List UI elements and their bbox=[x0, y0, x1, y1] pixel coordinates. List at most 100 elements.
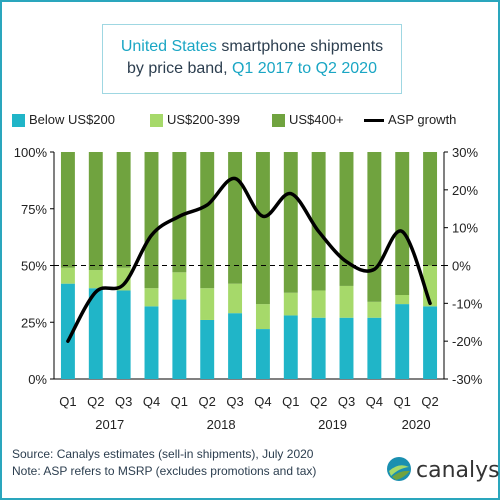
x-tick-label: Q3 bbox=[115, 394, 132, 409]
y-left-tick-label: 50% bbox=[21, 259, 47, 274]
logo-wordmark: canalys bbox=[416, 458, 500, 483]
bar-below-200 bbox=[423, 306, 438, 379]
y-right-tick-label: 20% bbox=[452, 183, 478, 198]
bar-below-200 bbox=[339, 317, 354, 379]
bar-400-plus bbox=[116, 152, 131, 268]
y-right-tick-label: -10% bbox=[452, 296, 483, 311]
bar-400-plus bbox=[255, 152, 270, 305]
bar-400-plus bbox=[172, 152, 187, 273]
x-tick-label: Q1 bbox=[394, 394, 411, 409]
legend-item-400-plus: US$400+ bbox=[272, 110, 344, 130]
bar-400-plus bbox=[60, 152, 75, 268]
source-note: Source: Canalys estimates (sell-in shipm… bbox=[12, 447, 314, 461]
bar-below-200 bbox=[255, 329, 270, 379]
bar-400-plus bbox=[228, 152, 243, 284]
title-box: United States smartphone shipments by pr… bbox=[102, 24, 402, 94]
x-tick-label: Q1 bbox=[282, 394, 299, 409]
legend-item-200-399: US$200-399 bbox=[150, 110, 240, 130]
title-line-2: by price band, Q1 2017 to Q2 2020 bbox=[103, 58, 401, 80]
asp-note: Note: ASP refers to MSRP (excludes promo… bbox=[12, 464, 317, 478]
bar-200-399 bbox=[255, 304, 270, 330]
bar-below-200 bbox=[367, 317, 382, 379]
bar-below-200 bbox=[88, 288, 103, 379]
bar-below-200 bbox=[311, 317, 326, 379]
title-accent-2: Q1 2017 to Q2 2020 bbox=[231, 60, 377, 77]
bar-200-399 bbox=[367, 301, 382, 318]
bar-400-plus bbox=[339, 152, 354, 286]
x-tick-label: Q4 bbox=[143, 394, 160, 409]
bar-400-plus bbox=[367, 152, 382, 302]
x-tick-label: Q3 bbox=[338, 394, 355, 409]
legend-item-below-200: Below US$200 bbox=[12, 110, 115, 130]
stacked-bar-line-chart: 0% 25% 50% 75% 100% -30% -20% -10% 0% 10% 20% 30% Q1… bbox=[14, 145, 483, 432]
x-year-label: 2017 bbox=[95, 417, 124, 432]
bar-200-399 bbox=[60, 267, 75, 284]
x-tick-label: Q1 bbox=[59, 394, 76, 409]
y-right-tick-label: -20% bbox=[452, 334, 483, 349]
x-year-label: 2018 bbox=[207, 417, 236, 432]
legend-swatch-400-plus bbox=[272, 114, 285, 128]
legend-label-asp-growth: ASP growth bbox=[388, 112, 457, 127]
bar-400-plus bbox=[88, 152, 103, 271]
x-year-label: 2019 bbox=[318, 417, 347, 432]
bar-200-399 bbox=[88, 270, 103, 289]
canalys-logo: canalys bbox=[386, 454, 500, 488]
x-tick-label: Q2 bbox=[199, 394, 216, 409]
bar-200-399 bbox=[172, 272, 187, 300]
y-left-tick-label: 100% bbox=[14, 145, 48, 160]
title-rest-1: smartphone shipments bbox=[216, 38, 384, 55]
y-right-tick-label: -30% bbox=[452, 372, 483, 387]
bar-200-399 bbox=[228, 283, 243, 314]
title-rest-2: by price band, bbox=[127, 60, 232, 77]
legend: Below US$200 US$200-399 US$400+ ASP grow… bbox=[12, 110, 492, 132]
x-tick-label: Q2 bbox=[310, 394, 327, 409]
bar-400-plus bbox=[423, 152, 438, 266]
bar-below-200 bbox=[200, 319, 215, 379]
x-tick-label: Q4 bbox=[366, 394, 383, 409]
bar-200-399 bbox=[144, 288, 159, 307]
bar-400-plus bbox=[283, 152, 298, 293]
title-line-1: United States smartphone shipments bbox=[103, 36, 401, 58]
bar-200-399 bbox=[200, 288, 215, 320]
bar-200-399 bbox=[395, 295, 410, 305]
bar-below-200 bbox=[395, 304, 410, 379]
legend-line-asp-growth bbox=[364, 119, 384, 123]
bar-below-200 bbox=[60, 283, 75, 379]
y-left-tick-label: 0% bbox=[28, 372, 47, 387]
bar-400-plus bbox=[200, 152, 215, 289]
legend-label-200-399: US$200-399 bbox=[167, 112, 240, 127]
x-tick-label: Q4 bbox=[254, 394, 271, 409]
bar-200-399 bbox=[116, 267, 131, 291]
bar-below-200 bbox=[172, 299, 187, 379]
bar-400-plus bbox=[144, 152, 159, 289]
legend-label-400-plus: US$400+ bbox=[289, 112, 344, 127]
bar-below-200 bbox=[228, 313, 243, 379]
bar-below-200 bbox=[144, 306, 159, 379]
y-right-tick-label: 0% bbox=[452, 259, 471, 274]
y-right-tick-label: 10% bbox=[452, 221, 478, 236]
footer-notes: Source: Canalys estimates (sell-in shipm… bbox=[12, 446, 316, 480]
bar-200-399 bbox=[339, 285, 354, 318]
legend-swatch-below-200 bbox=[12, 114, 25, 128]
asp-growth-line bbox=[66, 176, 432, 343]
y-left-tick-label: 25% bbox=[21, 315, 47, 330]
bar-200-399 bbox=[283, 292, 298, 316]
title-accent-1: United States bbox=[120, 38, 217, 55]
x-tick-label: Q1 bbox=[171, 394, 188, 409]
x-tick-label: Q2 bbox=[87, 394, 104, 409]
legend-swatch-200-399 bbox=[150, 114, 163, 128]
y-left-tick-label: 75% bbox=[21, 202, 47, 217]
x-year-label: 2020 bbox=[402, 417, 431, 432]
bar-400-plus bbox=[395, 152, 410, 296]
x-tick-label: Q2 bbox=[421, 394, 438, 409]
globe-icon bbox=[387, 457, 411, 481]
legend-item-asp-growth: ASP growth bbox=[364, 110, 456, 130]
bar-200-399 bbox=[311, 290, 326, 318]
bar-below-200 bbox=[116, 290, 131, 379]
y-right-tick-label: 30% bbox=[452, 145, 478, 160]
legend-label-below-200: Below US$200 bbox=[29, 112, 115, 127]
bar-below-200 bbox=[283, 315, 298, 379]
bar-400-plus bbox=[311, 152, 326, 291]
x-tick-label: Q3 bbox=[226, 394, 243, 409]
